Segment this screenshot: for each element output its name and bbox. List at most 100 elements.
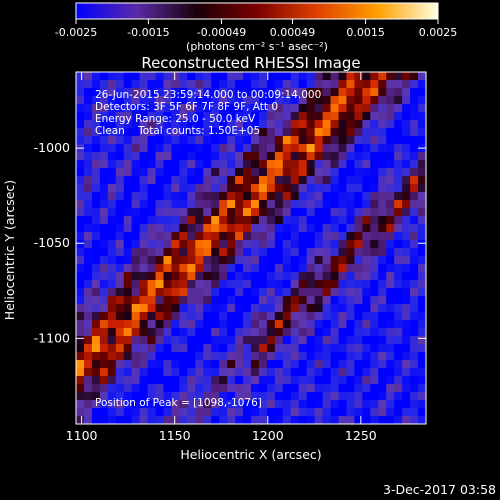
heatmap-cell: [99, 168, 109, 177]
heatmap-cell: [139, 416, 149, 424]
heatmap-cell: [314, 312, 324, 321]
heatmap-cell: [402, 208, 411, 217]
heatmap-cell: [195, 72, 204, 81]
heatmap-cell: [195, 240, 204, 249]
heatmap-cell: [258, 304, 268, 313]
heatmap-cell: [314, 160, 324, 169]
heatmap-cell: [83, 416, 93, 424]
heatmap-cell: [378, 120, 387, 129]
heatmap-cell: [402, 152, 411, 161]
heatmap-cell: [402, 224, 411, 233]
heatmap-cell: [298, 240, 308, 249]
heatmap-cell: [394, 296, 403, 305]
heatmap-cell: [251, 112, 260, 121]
heatmap-cell: [235, 408, 244, 417]
heatmap-cell: [131, 384, 141, 393]
heatmap-cell: [115, 200, 125, 209]
heatmap-cell: [227, 192, 236, 201]
heatmap-cell: [203, 160, 212, 169]
heatmap-cell: [346, 80, 355, 89]
heatmap-cell: [410, 240, 419, 249]
heatmap-cell: [115, 232, 125, 241]
heatmap-cell: [211, 160, 220, 169]
heatmap-cell: [107, 144, 117, 153]
heatmap-cell: [227, 136, 236, 145]
heatmap-cell: [99, 176, 109, 185]
heatmap-cell: [314, 408, 324, 417]
heatmap-cell: [418, 352, 426, 361]
heatmap-cell: [115, 144, 125, 153]
heatmap-cell: [139, 240, 149, 249]
heatmap-cell: [322, 176, 332, 185]
heatmap-cell: [139, 312, 149, 321]
heatmap-cell: [99, 104, 109, 113]
heatmap-cell: [322, 320, 332, 329]
heatmap-cell: [235, 176, 244, 185]
heatmap-cell: [306, 328, 316, 337]
heatmap-cell: [298, 360, 308, 369]
heatmap-cell: [155, 256, 165, 265]
heatmap-cell: [187, 352, 196, 361]
heatmap-cell: [91, 312, 101, 321]
heatmap-cell: [147, 216, 157, 225]
heatmap-cell: [251, 232, 260, 241]
heatmap-cell: [338, 168, 348, 177]
heatmap-cell: [258, 152, 268, 161]
heatmap-cell: [314, 232, 324, 241]
heatmap-cell: [354, 168, 363, 177]
heatmap-cell: [394, 80, 403, 89]
heatmap-cell: [370, 328, 379, 337]
heatmap-cell: [386, 72, 395, 81]
heatmap-cell: [139, 144, 149, 153]
heatmap-cell: [203, 336, 212, 345]
heatmap-cell: [346, 264, 355, 273]
heatmap-cell: [251, 96, 260, 105]
heatmap-cell: [274, 216, 284, 225]
heatmap-cell: [306, 104, 316, 113]
heatmap-cell: [282, 120, 292, 129]
heatmap-cell: [91, 80, 101, 89]
heatmap-cell: [99, 272, 109, 281]
heatmap-cell: [354, 240, 363, 249]
heatmap-cell: [83, 112, 93, 121]
heatmap-cell: [251, 320, 260, 329]
heatmap-cell: [171, 136, 180, 145]
heatmap-cell: [330, 264, 340, 273]
heatmap-cell: [402, 272, 411, 281]
heatmap-cell: [131, 376, 141, 385]
heatmap-cell: [179, 200, 188, 209]
heatmap-cell: [211, 96, 220, 105]
heatmap-cell: [386, 176, 395, 185]
heatmap-cell: [274, 136, 284, 145]
heatmap-cell: [378, 384, 387, 393]
heatmap-cell: [314, 288, 324, 297]
heatmap-cell: [131, 192, 141, 201]
heatmap-cell: [282, 288, 292, 297]
heatmap-cell: [243, 216, 252, 225]
heatmap-cell: [243, 376, 252, 385]
heatmap-cell: [203, 416, 212, 424]
heatmap-cell: [139, 216, 149, 225]
heatmap-cell: [402, 328, 411, 337]
heatmap-cell: [330, 232, 340, 241]
heatmap-cell: [99, 400, 109, 409]
heatmap-cell: [243, 408, 252, 417]
heatmap-cell: [83, 104, 93, 113]
heatmap-cell: [139, 192, 149, 201]
heatmap-cell: [402, 240, 411, 249]
heatmap-cell: [298, 136, 308, 145]
heatmap-cell: [76, 400, 85, 409]
heatmap-cell: [330, 184, 340, 193]
heatmap-cell: [306, 264, 316, 273]
heatmap-cell: [282, 88, 292, 97]
heatmap-cell: [187, 376, 196, 385]
heatmap-cell: [322, 168, 332, 177]
heatmap-cell: [163, 224, 173, 233]
heatmap-cell: [306, 160, 316, 169]
heatmap-cell: [171, 392, 180, 401]
heatmap-cell: [370, 168, 379, 177]
heatmap-cell: [362, 192, 371, 201]
heatmap-cell: [251, 192, 260, 201]
heatmap-cell: [386, 200, 395, 209]
heatmap-cell: [266, 320, 276, 329]
